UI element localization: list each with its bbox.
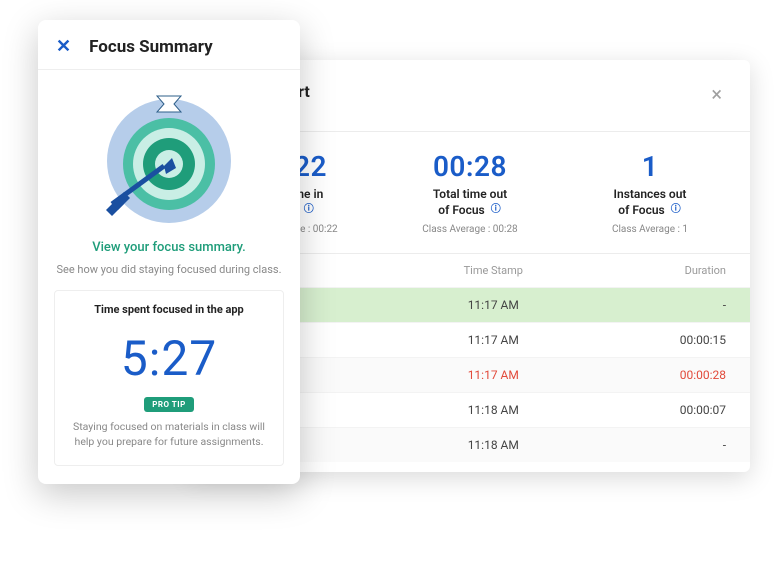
row-duration: 00:00:07 (571, 403, 726, 417)
row-time: 11:17 AM (416, 368, 571, 382)
row-duration: - (571, 438, 726, 452)
pro-tip-badge: PRO TIP (144, 397, 194, 412)
row-duration: 00:00:15 (571, 333, 726, 347)
summary-header: ✕ Focus Summary (38, 20, 300, 70)
stat-label: Total time out of Focus ⓘ (380, 187, 560, 218)
info-icon[interactable]: ⓘ (670, 204, 682, 216)
info-icon[interactable]: ⓘ (303, 204, 315, 216)
stat-label: Instances out of Focus ⓘ (560, 187, 740, 218)
row-duration: 00:00:28 (571, 368, 726, 382)
time-spent-value: 5:27 (65, 330, 273, 387)
target-icon (94, 86, 244, 226)
focus-summary-card: ✕ Focus Summary View your focus summary.… (38, 20, 300, 484)
info-icon[interactable]: ⓘ (490, 204, 502, 216)
time-box-label: Time spent focused in the app (65, 303, 273, 316)
row-time: 11:17 AM (416, 333, 571, 347)
row-time: 11:17 AM (416, 298, 571, 312)
stat-time-out-focus: 00:28 Total time out of Focus ⓘ Class Av… (380, 150, 560, 235)
summary-title: Focus Summary (89, 37, 213, 57)
stat-value: 1 (560, 150, 740, 183)
close-icon[interactable]: ✕ (56, 36, 71, 57)
stat-average: Class Average : 00:28 (380, 224, 560, 235)
pro-tip-text: Staying focused on materials in class wi… (65, 420, 273, 449)
row-duration: - (571, 298, 726, 312)
col-duration-header: Duration (571, 264, 726, 277)
target-illustration (38, 70, 300, 236)
stat-instances-out: 1 Instances out of Focus ⓘ Class Average… (560, 150, 740, 235)
view-summary-link[interactable]: View your focus summary. (38, 240, 300, 255)
summary-subtext: See how you did staying focused during c… (38, 263, 300, 276)
stat-average: Class Average : 1 (560, 224, 740, 235)
row-time: 11:18 AM (416, 438, 571, 452)
time-spent-box: Time spent focused in the app 5:27 PRO T… (54, 290, 284, 466)
row-time: 11:18 AM (416, 403, 571, 417)
close-icon[interactable]: × (707, 82, 726, 106)
stat-value: 00:28 (380, 150, 560, 183)
col-time-header: Time Stamp (416, 264, 571, 277)
